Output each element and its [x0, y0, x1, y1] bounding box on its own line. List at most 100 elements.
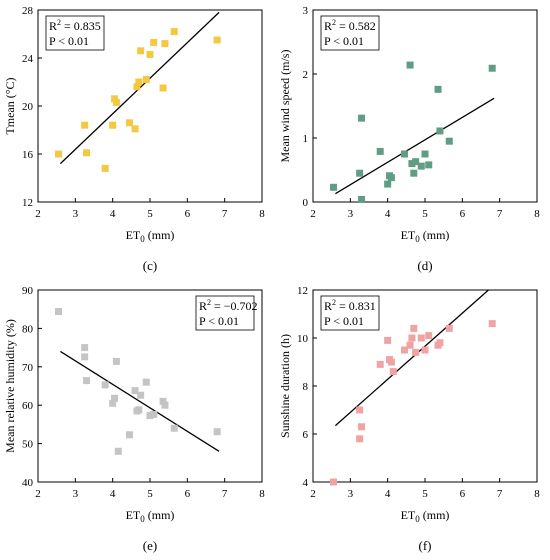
data-point	[55, 150, 63, 158]
y-tick-label: 4	[303, 477, 309, 489]
y-tick-label: 8	[303, 381, 309, 393]
y-tick-label: 12	[297, 285, 308, 297]
data-point	[425, 332, 433, 340]
panel-f: 2 3 4 5 6 7 8 4 6 8 10 12 ET0 (mm) Sunshine duration …	[278, 285, 540, 553]
data-point	[445, 324, 453, 332]
data-point	[133, 83, 141, 91]
x-tick-label: 4	[385, 208, 391, 220]
x-axis-label-e: ET0 (mm)	[126, 508, 175, 524]
y-tick-label: 6	[303, 429, 309, 441]
data-point	[135, 78, 143, 86]
x-tick-label: 3	[73, 208, 79, 220]
data-point	[436, 339, 444, 347]
y-tick-label: 40	[22, 477, 34, 489]
x-tick-label: 4	[110, 208, 116, 220]
y-tick-label: 2	[303, 69, 309, 81]
data-point	[376, 147, 384, 155]
x-axis-label-d: ET0 (mm)	[401, 228, 450, 244]
data-point	[131, 125, 139, 133]
data-point	[137, 47, 145, 55]
data-point	[356, 169, 364, 177]
y-tick-label: 50	[22, 439, 34, 451]
y-tick-label: 80	[22, 323, 34, 335]
y-tick-label: 70	[22, 362, 34, 374]
x-tick-label: 8	[259, 208, 265, 220]
x-tick-label: 8	[534, 488, 540, 500]
y-tick-label: 20	[22, 101, 34, 113]
data-point	[213, 428, 221, 436]
x-tick-label: 8	[259, 488, 265, 500]
data-point	[384, 180, 392, 188]
panel-label-d: (d)	[417, 258, 432, 273]
data-point	[146, 412, 154, 420]
data-point	[408, 160, 416, 168]
x-tick-label: 7	[222, 488, 228, 500]
data-point	[159, 397, 167, 405]
p-value-label: P < 0.01	[49, 34, 89, 48]
data-point	[400, 150, 408, 158]
data-point	[406, 61, 414, 69]
y-axis-label-e: Mean relative humidity (%)	[3, 319, 17, 453]
data-point	[330, 183, 338, 191]
p-value-label: P < 0.01	[324, 34, 364, 48]
data-point	[125, 431, 133, 439]
x-tick-label: 7	[222, 208, 228, 220]
data-point	[81, 121, 89, 129]
y-tick-label: 90	[22, 285, 34, 297]
data-point	[159, 84, 167, 92]
y-tick-label: 12	[22, 197, 33, 209]
data-point	[387, 358, 395, 366]
data-point	[412, 158, 420, 166]
y-tick-label: 60	[22, 400, 34, 412]
y-tick-label: 3	[303, 5, 309, 17]
data-point	[434, 85, 442, 93]
data-point	[83, 149, 91, 157]
x-tick-label: 5	[422, 208, 428, 220]
data-point	[55, 308, 63, 316]
x-tick-label: 5	[147, 488, 153, 500]
data-point	[488, 64, 496, 72]
data-point	[384, 336, 392, 344]
x-tick-label: 6	[460, 488, 466, 500]
panel-e: 2 3 4 5 6 7 8 40 50 60 70 80 90 ET0 (mm) Mean relative…	[3, 285, 265, 553]
data-point	[112, 98, 120, 106]
x-tick-label: 5	[147, 208, 153, 220]
x-tick-label: 7	[497, 488, 503, 500]
p-value-label: P < 0.01	[324, 314, 364, 328]
data-point	[436, 127, 444, 135]
data-point	[389, 368, 397, 376]
stats-box-e	[195, 295, 255, 331]
y-tick-label: 24	[22, 53, 34, 65]
data-point	[142, 76, 150, 84]
data-point	[170, 424, 178, 432]
data-point	[125, 119, 133, 127]
data-point	[358, 195, 366, 203]
data-point	[417, 162, 425, 170]
data-point	[131, 387, 139, 395]
r-squared-label: R2 = 0.582	[324, 18, 376, 33]
x-tick-label: 2	[35, 488, 41, 500]
x-tick-label: 3	[348, 208, 354, 220]
x-tick-label: 4	[110, 488, 116, 500]
data-point	[109, 399, 117, 407]
x-tick-label: 6	[185, 488, 191, 500]
data-point	[330, 478, 338, 486]
data-point	[406, 341, 414, 349]
y-tick-label: 0	[303, 197, 309, 209]
data-point	[170, 28, 178, 36]
x-tick-label: 6	[185, 208, 191, 220]
data-point	[408, 334, 416, 342]
x-tick-label: 3	[73, 488, 79, 500]
data-point	[421, 150, 429, 158]
panel-label-f: (f)	[419, 538, 432, 553]
regression-line-f	[334, 289, 489, 427]
y-axis-label-c: Tmean (°C)	[3, 77, 17, 134]
data-point	[417, 334, 425, 342]
data-point	[161, 401, 169, 409]
x-tick-label: 3	[348, 488, 354, 500]
y-tick-label: 1	[303, 133, 309, 145]
data-point	[111, 95, 119, 103]
data-point	[142, 378, 150, 386]
data-point	[83, 377, 91, 385]
data-point	[150, 38, 158, 46]
